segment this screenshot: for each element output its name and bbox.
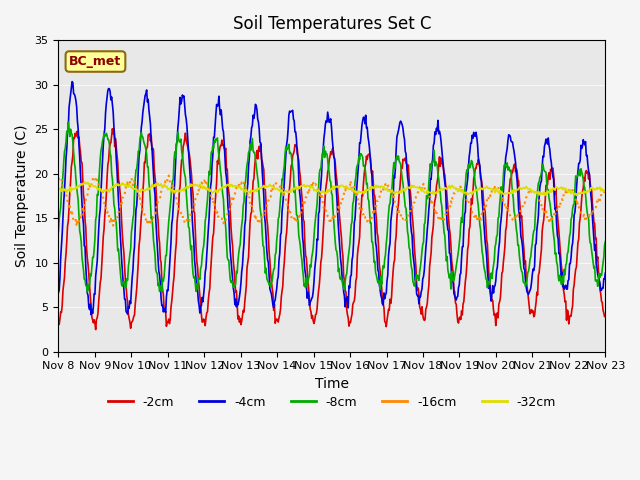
-32cm bbox=[65, 188, 72, 193]
-4cm bbox=[87, 312, 95, 318]
-8cm bbox=[178, 148, 186, 154]
-2cm bbox=[109, 126, 116, 132]
-8cm bbox=[400, 188, 408, 193]
-4cm bbox=[400, 132, 408, 138]
-16cm bbox=[400, 216, 408, 221]
Line: -2cm: -2cm bbox=[58, 129, 605, 330]
-32cm bbox=[54, 186, 62, 192]
-2cm bbox=[602, 313, 609, 319]
X-axis label: Time: Time bbox=[315, 377, 349, 391]
-8cm bbox=[122, 285, 130, 290]
-32cm bbox=[573, 193, 581, 199]
-2cm bbox=[122, 283, 130, 289]
-2cm bbox=[207, 270, 214, 276]
-2cm bbox=[65, 218, 72, 224]
-8cm bbox=[65, 119, 72, 125]
-4cm bbox=[54, 290, 62, 296]
Title: Soil Temperatures Set C: Soil Temperatures Set C bbox=[232, 15, 431, 33]
Y-axis label: Soil Temperature (C): Soil Temperature (C) bbox=[15, 125, 29, 267]
-2cm bbox=[416, 304, 424, 310]
-32cm bbox=[122, 183, 129, 189]
-32cm bbox=[81, 179, 89, 185]
-16cm bbox=[165, 172, 173, 178]
Line: -16cm: -16cm bbox=[58, 175, 605, 226]
-8cm bbox=[602, 239, 609, 244]
Line: -4cm: -4cm bbox=[58, 82, 605, 315]
-32cm bbox=[177, 188, 185, 193]
-16cm bbox=[207, 191, 214, 197]
-32cm bbox=[399, 187, 407, 193]
-4cm bbox=[602, 270, 609, 276]
-16cm bbox=[65, 200, 72, 206]
-8cm bbox=[54, 228, 62, 234]
-4cm bbox=[65, 124, 72, 130]
-16cm bbox=[178, 212, 186, 218]
-4cm bbox=[68, 79, 76, 84]
-2cm bbox=[54, 320, 62, 326]
Line: -8cm: -8cm bbox=[58, 122, 605, 292]
Line: -32cm: -32cm bbox=[58, 182, 605, 196]
-8cm bbox=[416, 268, 424, 274]
-16cm bbox=[122, 187, 129, 193]
-2cm bbox=[178, 157, 186, 163]
Text: BC_met: BC_met bbox=[69, 55, 122, 68]
-32cm bbox=[206, 188, 214, 194]
-8cm bbox=[83, 289, 91, 295]
-32cm bbox=[602, 189, 609, 194]
-2cm bbox=[400, 157, 408, 163]
-16cm bbox=[416, 185, 424, 191]
-2cm bbox=[92, 327, 99, 333]
-4cm bbox=[122, 309, 130, 315]
Legend: -2cm, -4cm, -8cm, -16cm, -32cm: -2cm, -4cm, -8cm, -16cm, -32cm bbox=[102, 391, 561, 414]
-16cm bbox=[73, 223, 81, 229]
-4cm bbox=[178, 98, 186, 104]
-8cm bbox=[65, 125, 73, 131]
-32cm bbox=[415, 186, 423, 192]
-16cm bbox=[602, 189, 609, 194]
-8cm bbox=[207, 161, 214, 167]
-4cm bbox=[207, 184, 214, 190]
-4cm bbox=[416, 294, 424, 300]
-16cm bbox=[54, 177, 62, 183]
